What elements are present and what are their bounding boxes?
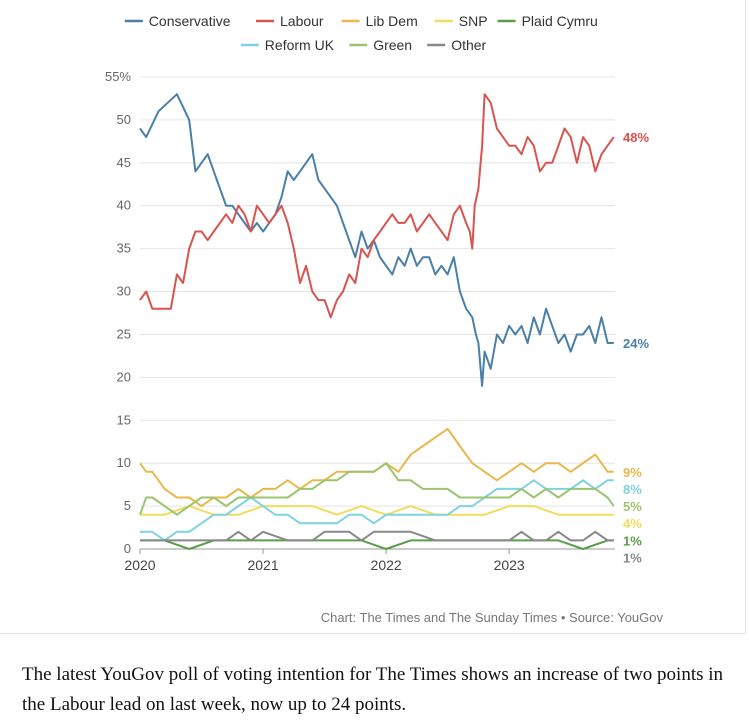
series-line-labour <box>139 93 615 319</box>
end-label-other: 1% <box>623 550 642 565</box>
legend-label: Plaid Cymru <box>522 13 598 29</box>
legend-item: Plaid Cymru <box>497 13 598 29</box>
legend-label: Lib Dem <box>366 13 418 29</box>
legend-label: Labour <box>280 13 324 29</box>
y-tick-label: 45 <box>117 155 131 170</box>
y-tick-label: 15 <box>117 412 131 427</box>
legend-label: Conservative <box>149 13 231 29</box>
legend-item: Green <box>349 37 412 53</box>
figure-caption: The latest YouGov poll of voting intenti… <box>22 664 724 715</box>
end-label-conservative: 24% <box>623 336 649 351</box>
series-line-other <box>140 530 614 542</box>
series-line-snp <box>140 505 614 516</box>
series-line-conservative <box>139 93 614 387</box>
y-axis-ticks: 0 5 10 15 20 25 30 35 40 45 50 55% <box>105 69 131 556</box>
end-label-lib-dem: 9% <box>623 465 642 480</box>
x-tick-label: 2020 <box>124 557 155 573</box>
end-label-plaid-cymru: 1% <box>623 533 642 548</box>
y-tick-label: 55% <box>105 69 131 84</box>
y-tick-label: 25 <box>117 326 131 341</box>
x-tick-label: 2022 <box>371 557 402 573</box>
x-axis-ticks: 2020 2021 2022 2023 <box>124 549 525 573</box>
end-label-snp: 4% <box>623 516 642 531</box>
legend-item: Labour <box>256 13 324 29</box>
end-labels: 48% 24% 9% 8% 5% 4% 1% 1% <box>623 130 649 565</box>
y-tick-label: 35 <box>117 241 131 256</box>
y-tick-label: 40 <box>117 198 131 213</box>
legend-label: Green <box>373 37 412 53</box>
y-tick-label: 10 <box>117 455 131 470</box>
legend-item: Other <box>427 37 487 53</box>
legend-item: Conservative <box>124 13 231 29</box>
end-label-labour: 48% <box>623 130 649 145</box>
legend-item: Lib Dem <box>341 13 418 29</box>
legend: Conservative Labour Lib Dem SNP Plaid Cymru R… <box>124 13 598 53</box>
legend-item: SNP <box>434 13 488 29</box>
legend-item: Reform UK <box>240 37 335 53</box>
chart-card: Conservative Labour Lib Dem SNP Plaid Cymru R… <box>0 0 746 634</box>
x-tick-label: 2021 <box>247 557 278 573</box>
x-tick-label: 2023 <box>494 557 525 573</box>
end-label-reform-uk: 8% <box>623 482 642 497</box>
series-lines <box>139 93 615 550</box>
chart-source: Chart: The Times and The Sunday Times • … <box>321 610 664 625</box>
series-line-green <box>139 462 615 516</box>
y-tick-label: 30 <box>117 284 131 299</box>
legend-label: SNP <box>459 13 488 29</box>
legend-label: Reform UK <box>265 37 335 53</box>
legend-label: Other <box>451 37 486 53</box>
y-tick-label: 20 <box>117 369 131 384</box>
end-label-green: 5% <box>623 499 642 514</box>
series-line-plaid-cymru <box>140 539 614 550</box>
gridlines <box>140 76 615 550</box>
series-line-lib-dem <box>139 427 614 508</box>
y-tick-label: 0 <box>124 541 131 556</box>
line-chart: Conservative Labour Lib Dem SNP Plaid Cymru R… <box>105 13 664 625</box>
y-tick-label: 5 <box>124 498 131 513</box>
series-line-reform-uk <box>140 479 614 542</box>
y-tick-label: 50 <box>117 112 131 127</box>
